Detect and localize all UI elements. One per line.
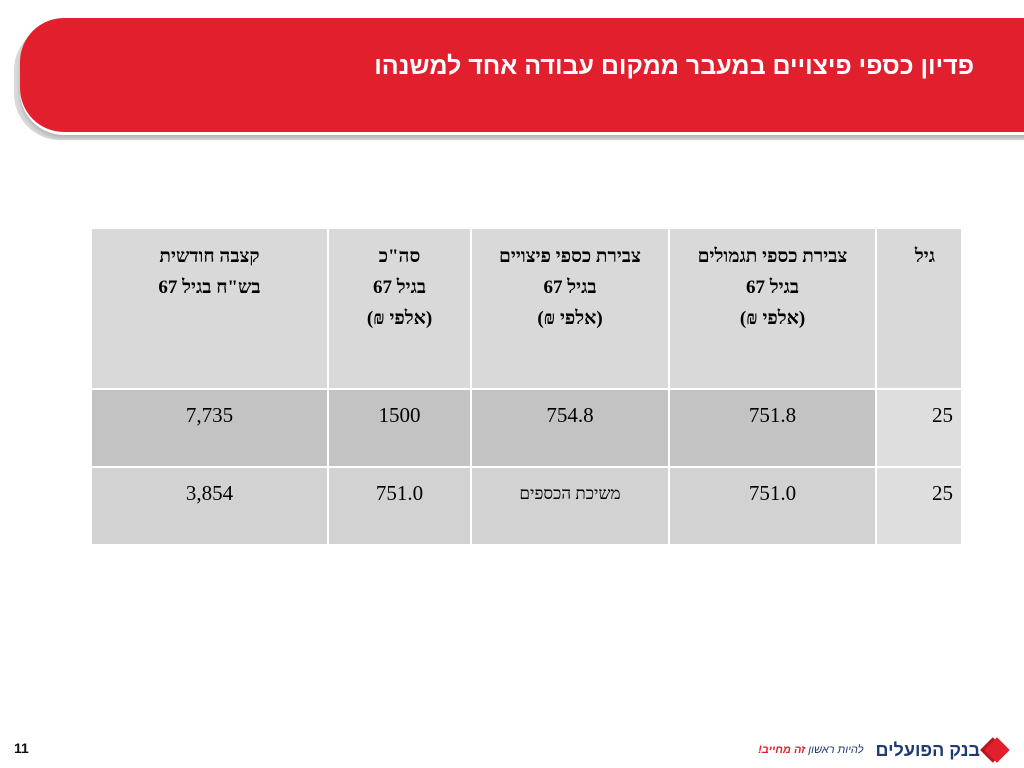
slogan-part-1: להיות ראשון	[808, 744, 864, 756]
table-cell-total: 1500	[329, 390, 470, 466]
header-age-line-1: גיל	[914, 246, 935, 267]
header-total-line-3: (אלפי ₪)	[366, 308, 433, 329]
header-tagmulim-line-1: צבירת כספי תגמולים	[697, 246, 848, 267]
header-tagmulim-line-3: (אלפי ₪)	[739, 308, 806, 329]
table-cell-pension: 3,854	[92, 468, 327, 544]
header-pitzuim-line-3: (אלפי ₪)	[537, 308, 603, 329]
header-tagmulim-line-2: בגיל 67	[745, 277, 800, 298]
table-cell-pension: 7,735	[92, 390, 327, 466]
header-total-line-1: סה"כ	[378, 246, 421, 267]
slogan-part-2: זה מחייב!	[758, 744, 806, 756]
header-pension-line-1: קצבה חודשית	[159, 246, 260, 267]
table-cell-age: 25	[877, 468, 961, 544]
table-cell-pitzuim: משיכת הכספים	[472, 468, 668, 544]
header-tagmulim: צבירת כספי תגמולים בגיל 67 (אלפי ₪)	[670, 229, 875, 388]
header-total: סה"כ בגיל 67 (אלפי ₪)	[329, 229, 470, 388]
bank-name: בנק הפועלים	[875, 739, 980, 760]
header-total-line-2: בגיל 67	[372, 277, 427, 298]
header-pension-line-2: בש"ח בגיל 67	[158, 277, 261, 298]
header-pitzuim-line-2: בגיל 67	[543, 277, 597, 298]
table-cell-total: 751.0	[329, 468, 470, 544]
table-cell-pitzuim: 754.8	[472, 390, 668, 466]
table-cell-tagmulim: 751.8	[670, 390, 875, 466]
slide-title: פדיון כספי פיצויים במעבר ממקום עבודה אחד…	[374, 52, 974, 80]
table-cell-age: 25	[877, 390, 961, 466]
bank-logo: בנק הפועלים להיות ראשון זה מחייב!	[758, 736, 1010, 764]
header-pitzuim: צבירת כספי פיצויים בגיל 67 (אלפי ₪)	[472, 229, 668, 388]
title-banner	[20, 18, 1024, 132]
table-cell-tagmulim: 751.0	[670, 468, 875, 544]
page-number: 11	[14, 740, 29, 756]
data-table: גיל צבירת כספי תגמולים בגיל 67 (אלפי ₪) …	[60, 229, 961, 546]
diamond-logo-icon	[984, 737, 1010, 763]
header-age: גיל	[877, 229, 961, 388]
header-pension: קצבה חודשית בש"ח בגיל 67	[92, 229, 327, 388]
bank-slogan: להיות ראשון זה מחייב!	[758, 744, 863, 756]
header-pitzuim-line-1: צבירת כספי פיצויים	[499, 246, 641, 267]
